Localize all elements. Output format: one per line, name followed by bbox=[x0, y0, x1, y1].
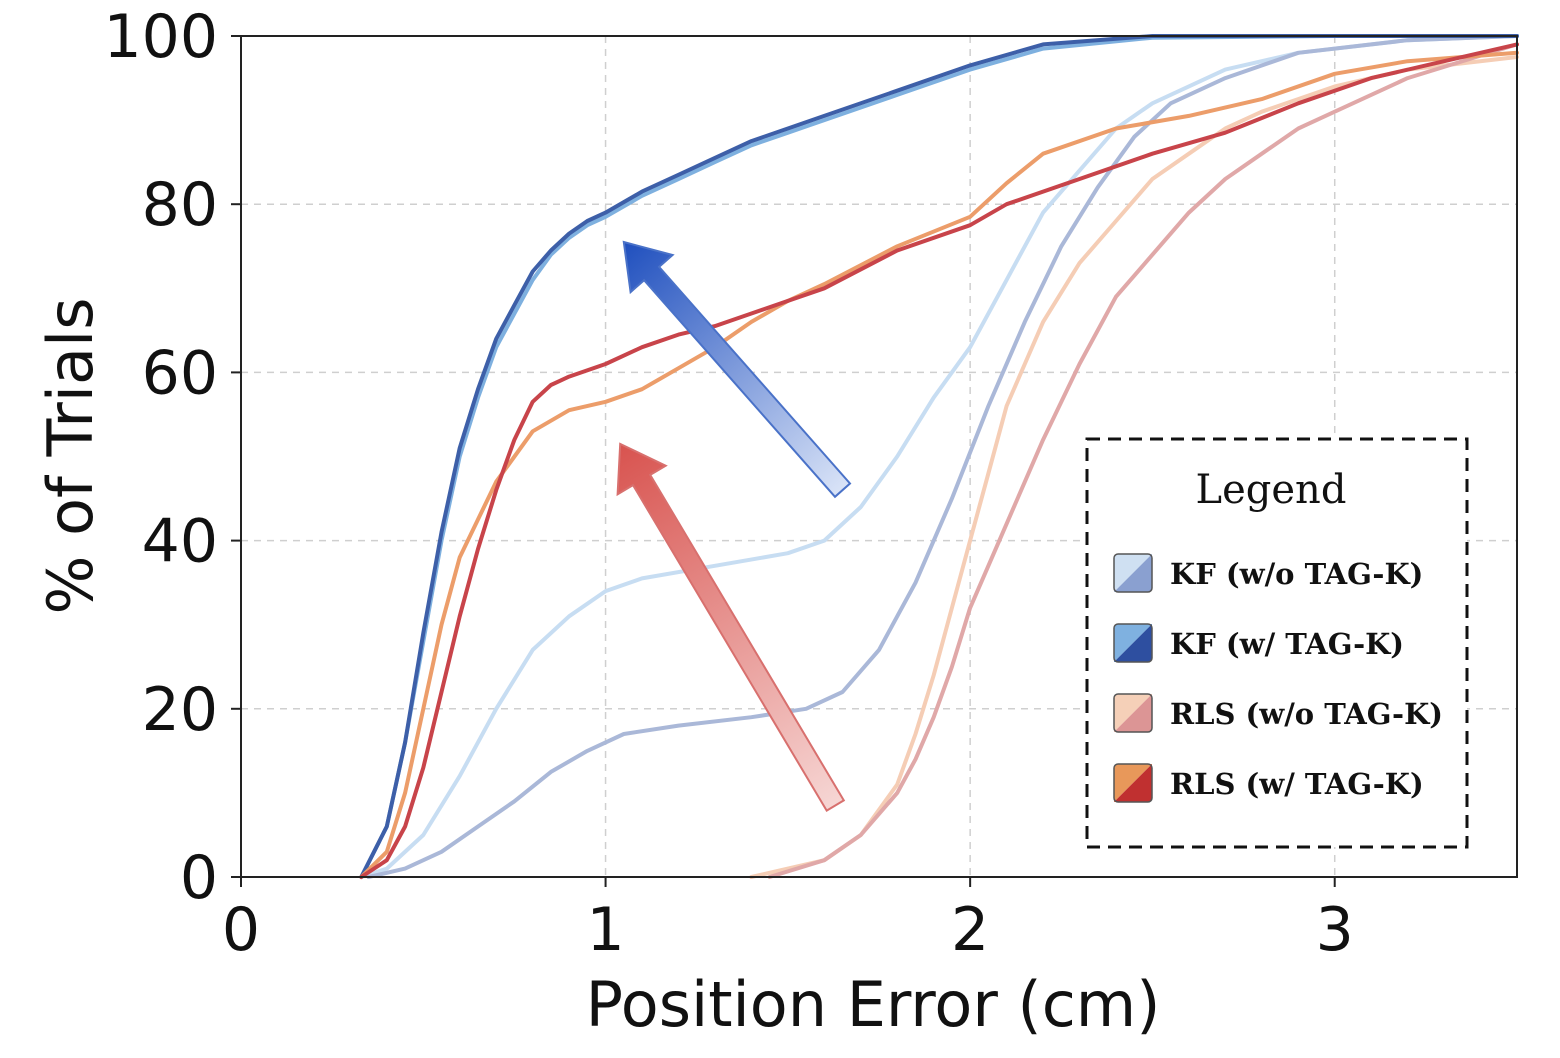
x-axis-label: Position Error (cm) bbox=[586, 968, 1161, 1041]
legend-title: Legend bbox=[1196, 467, 1347, 513]
x-tick-label: 0 bbox=[222, 895, 260, 965]
legend-swatch-border bbox=[1113, 693, 1153, 733]
series-line-4 bbox=[359, 34, 1519, 879]
y-tick-label: 0 bbox=[180, 843, 218, 913]
legend-swatch-dark bbox=[1114, 624, 1152, 662]
y-tick-label: 100 bbox=[103, 2, 218, 72]
legend-swatch-border bbox=[1113, 553, 1153, 593]
annotation-layer bbox=[616, 240, 852, 812]
series-layer bbox=[359, 34, 1519, 879]
series-line-5 bbox=[749, 55, 1519, 879]
x-tick-label: 1 bbox=[586, 895, 624, 965]
legend-label: RLS (w/ TAG-K) bbox=[1170, 767, 1424, 801]
x-tick-label: 3 bbox=[1316, 895, 1354, 965]
tick-layer: 0 1 2 3 0 20 40 60 80 100 bbox=[103, 2, 1353, 965]
legend-entry: RLS (w/ TAG-K) bbox=[1113, 763, 1424, 803]
series-line-8 bbox=[359, 42, 1519, 879]
legend-entry: RLS (w/o TAG-K) bbox=[1113, 693, 1443, 733]
legend-label: KF (w/ TAG-K) bbox=[1170, 627, 1404, 661]
y-axis-label: % of Trials bbox=[34, 297, 107, 614]
legend-swatch-dark bbox=[1114, 554, 1152, 592]
legend-label: KF (w/o TAG-K) bbox=[1170, 557, 1423, 591]
legend-swatch-dark bbox=[1114, 764, 1152, 802]
red-arrow-annotation bbox=[616, 442, 846, 812]
plot-frame bbox=[240, 35, 1518, 878]
series-line-6 bbox=[767, 42, 1519, 879]
legend-entry: KF (w/o TAG-K) bbox=[1113, 553, 1423, 593]
legend-swatch-border bbox=[1113, 763, 1153, 803]
series-line-2 bbox=[366, 34, 1519, 879]
y-tick-label: 80 bbox=[142, 170, 218, 240]
series-line-1 bbox=[359, 34, 1519, 879]
series-line-7 bbox=[359, 50, 1519, 879]
blue-arrow-annotation bbox=[622, 240, 852, 499]
x-tick-label: 2 bbox=[951, 895, 989, 965]
legend: Legend KF (w/o TAG-K) KF (w/ TAG-K) RLS (w… bbox=[1085, 437, 1469, 849]
legend-label: RLS (w/o TAG-K) bbox=[1170, 697, 1443, 731]
legend-swatch-dark bbox=[1114, 694, 1152, 732]
legend-swatch-border bbox=[1113, 623, 1153, 663]
y-tick-label: 20 bbox=[142, 675, 218, 745]
y-tick-label: 40 bbox=[142, 507, 218, 577]
legend-entry: KF (w/ TAG-K) bbox=[1113, 623, 1404, 663]
legend-entries: KF (w/o TAG-K) KF (w/ TAG-K) RLS (w/o TAG-… bbox=[1113, 553, 1443, 803]
y-tick-label: 60 bbox=[142, 338, 218, 408]
